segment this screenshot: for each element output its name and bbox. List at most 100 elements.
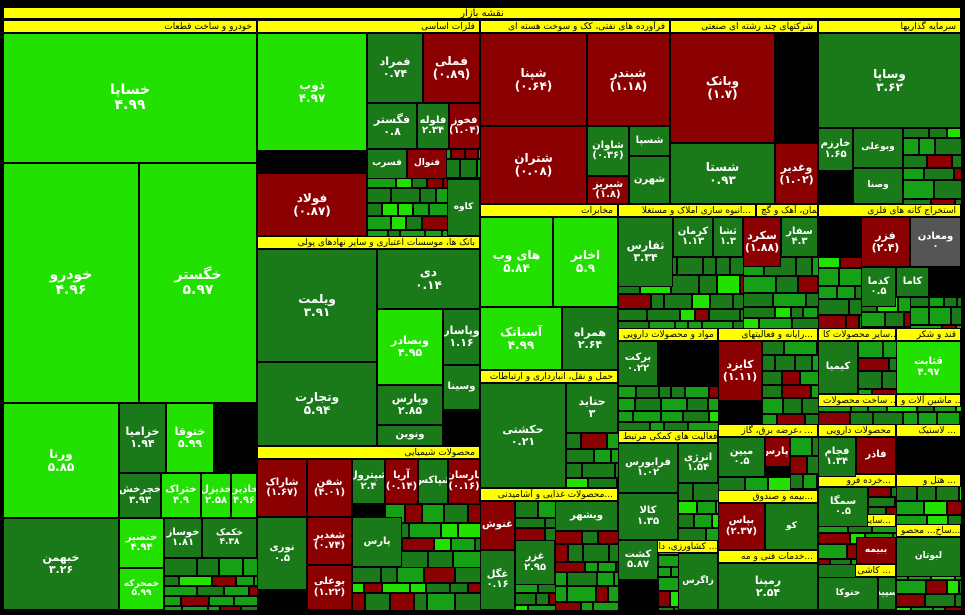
small-symbol-tile[interactable] xyxy=(883,341,896,358)
small-symbol-tile[interactable] xyxy=(882,371,896,389)
small-symbol-tile[interactable] xyxy=(555,544,568,562)
small-symbol-tile[interactable] xyxy=(615,463,618,478)
small-symbol-tile[interactable] xyxy=(381,567,397,583)
small-symbol-tile[interactable] xyxy=(954,168,961,180)
stock-tile[interactable]: غگل ۰.۱۶ xyxy=(480,550,515,610)
sector-title-electric[interactable]: ساخت محصولات ... xyxy=(818,394,896,407)
small-symbol-tile[interactable] xyxy=(400,230,425,236)
small-symbol-tile[interactable] xyxy=(807,456,818,474)
stock-tile[interactable]: شسپا xyxy=(629,126,670,156)
small-symbol-tile[interactable] xyxy=(649,321,675,328)
small-symbol-tile[interactable] xyxy=(390,593,414,610)
small-symbol-tile[interactable] xyxy=(818,286,837,299)
small-symbol-tile[interactable] xyxy=(236,576,254,586)
small-symbol-tile[interactable] xyxy=(455,593,480,610)
stock-tile[interactable]: زاگرس xyxy=(678,553,718,610)
small-symbol-tile[interactable] xyxy=(951,307,961,325)
small-symbol-tile[interactable] xyxy=(782,371,800,385)
small-symbol-tile[interactable] xyxy=(868,487,891,497)
sector-title-misc2[interactable]: ساخ... محصو... xyxy=(896,524,961,537)
stock-tile[interactable]: بپاس (۲.۳۷) xyxy=(718,503,765,550)
small-symbol-tile[interactable] xyxy=(182,606,208,610)
small-symbol-tile[interactable] xyxy=(566,463,582,478)
small-symbol-tile[interactable] xyxy=(651,294,664,309)
sector-title-aux[interactable]: فعالیت های کمکی مرتبط... xyxy=(618,430,718,443)
small-symbol-tile[interactable] xyxy=(839,268,861,286)
stock-tile[interactable]: کاما xyxy=(896,267,929,297)
small-symbol-tile[interactable] xyxy=(716,257,730,275)
small-symbol-tile[interactable] xyxy=(468,583,480,593)
small-symbol-tile[interactable] xyxy=(933,607,945,610)
small-symbol-tile[interactable] xyxy=(209,596,234,606)
small-symbol-tile[interactable] xyxy=(555,562,585,572)
small-symbol-tile[interactable] xyxy=(659,386,671,398)
stock-tile[interactable]: رمپنا ۲.۵۴ xyxy=(718,563,818,610)
small-symbol-tile[interactable] xyxy=(391,188,420,203)
stock-tile[interactable]: خکمک ۴.۳۸ xyxy=(202,518,257,558)
small-symbol-tile[interactable] xyxy=(582,531,598,544)
stock-tile[interactable]: ورنا ۵.۸۵ xyxy=(3,403,119,518)
small-symbol-tile[interactable] xyxy=(675,321,688,328)
small-symbol-tile[interactable] xyxy=(208,606,220,610)
small-symbol-tile[interactable] xyxy=(903,199,931,204)
stock-tile[interactable]: ختوقا ۵.۹۹ xyxy=(166,403,214,473)
small-symbol-tile[interactable] xyxy=(818,268,839,286)
stock-tile[interactable]: فرابورس ۱.۰۲ xyxy=(618,443,678,493)
small-symbol-tile[interactable] xyxy=(910,297,929,307)
stock-tile[interactable]: ثفارس ۳.۳۴ xyxy=(618,217,673,287)
sector-title-invest[interactable]: سرمایه گذاریها xyxy=(818,20,961,33)
stock-tile[interactable]: غزر ۲.۹۵ xyxy=(515,540,555,585)
small-symbol-tile[interactable] xyxy=(931,199,955,204)
small-symbol-tile[interactable] xyxy=(528,605,558,610)
small-symbol-tile[interactable] xyxy=(709,411,718,422)
small-symbol-tile[interactable] xyxy=(618,294,651,309)
stock-tile[interactable]: شغدیر (۰.۷۴) xyxy=(307,517,352,565)
sector-title-transport[interactable]: حمل و نقل، انبارداری و ارتباطات xyxy=(480,370,618,383)
stock-tile[interactable]: کو xyxy=(765,503,818,550)
small-symbol-tile[interactable] xyxy=(947,128,961,138)
sector-title-realestate[interactable]: انبوه سازی املاک و مستغلا... xyxy=(618,204,756,217)
stock-tile[interactable]: خودرو ۴.۹۶ xyxy=(3,163,139,403)
stock-tile[interactable]: قثابت ۴.۹۷ xyxy=(896,341,961,394)
small-symbol-tile[interactable] xyxy=(678,483,693,501)
small-symbol-tile[interactable] xyxy=(598,562,616,572)
small-symbol-tile[interactable] xyxy=(567,572,597,586)
stock-tile[interactable]: فاذر xyxy=(856,437,896,474)
stock-tile[interactable]: فجام ۱.۳۴ xyxy=(818,437,856,477)
small-symbol-tile[interactable] xyxy=(717,275,740,294)
small-symbol-tile[interactable] xyxy=(790,474,803,489)
stock-tile[interactable]: نوری ۰.۵ xyxy=(257,517,307,590)
small-symbol-tile[interactable] xyxy=(703,257,716,275)
small-symbol-tile[interactable] xyxy=(782,385,811,398)
stock-tile[interactable]: فولاد (۰.۸۷) xyxy=(257,173,367,236)
small-symbol-tile[interactable] xyxy=(164,586,197,596)
stock-tile[interactable]: شتران (۰.۰۸) xyxy=(480,126,587,204)
sector-title-retail[interactable]: خرده فرو... xyxy=(818,474,896,487)
stock-tile[interactable]: خارزم ۱.۶۵ xyxy=(818,128,853,171)
stock-tile[interactable]: فزر (۲.۴) xyxy=(861,217,910,267)
small-symbol-tile[interactable] xyxy=(935,138,961,155)
small-symbol-tile[interactable] xyxy=(855,286,861,299)
small-symbol-tile[interactable] xyxy=(465,149,478,159)
small-symbol-tile[interactable] xyxy=(478,149,480,159)
small-symbol-tile[interactable] xyxy=(762,385,782,398)
small-symbol-tile[interactable] xyxy=(397,567,424,583)
small-symbol-tile[interactable] xyxy=(699,275,717,294)
small-symbol-tile[interactable] xyxy=(762,398,783,414)
sector-title-telecom[interactable]: مخابرات xyxy=(480,204,618,217)
small-symbol-tile[interactable] xyxy=(367,203,382,216)
small-symbol-tile[interactable] xyxy=(876,327,897,328)
small-symbol-tile[interactable] xyxy=(582,463,615,478)
small-symbol-tile[interactable] xyxy=(947,580,959,594)
stock-tile[interactable]: شهرن xyxy=(629,156,670,204)
small-symbol-tile[interactable] xyxy=(596,586,608,602)
small-symbol-tile[interactable] xyxy=(872,389,896,394)
small-symbol-tile[interactable] xyxy=(451,538,475,551)
small-symbol-tile[interactable] xyxy=(164,576,179,586)
small-symbol-tile[interactable] xyxy=(515,501,538,518)
small-symbol-tile[interactable] xyxy=(925,594,955,607)
small-symbol-tile[interactable] xyxy=(365,593,390,610)
small-symbol-tile[interactable] xyxy=(396,178,412,188)
small-symbol-tile[interactable] xyxy=(818,315,846,328)
small-symbol-tile[interactable] xyxy=(249,586,257,596)
